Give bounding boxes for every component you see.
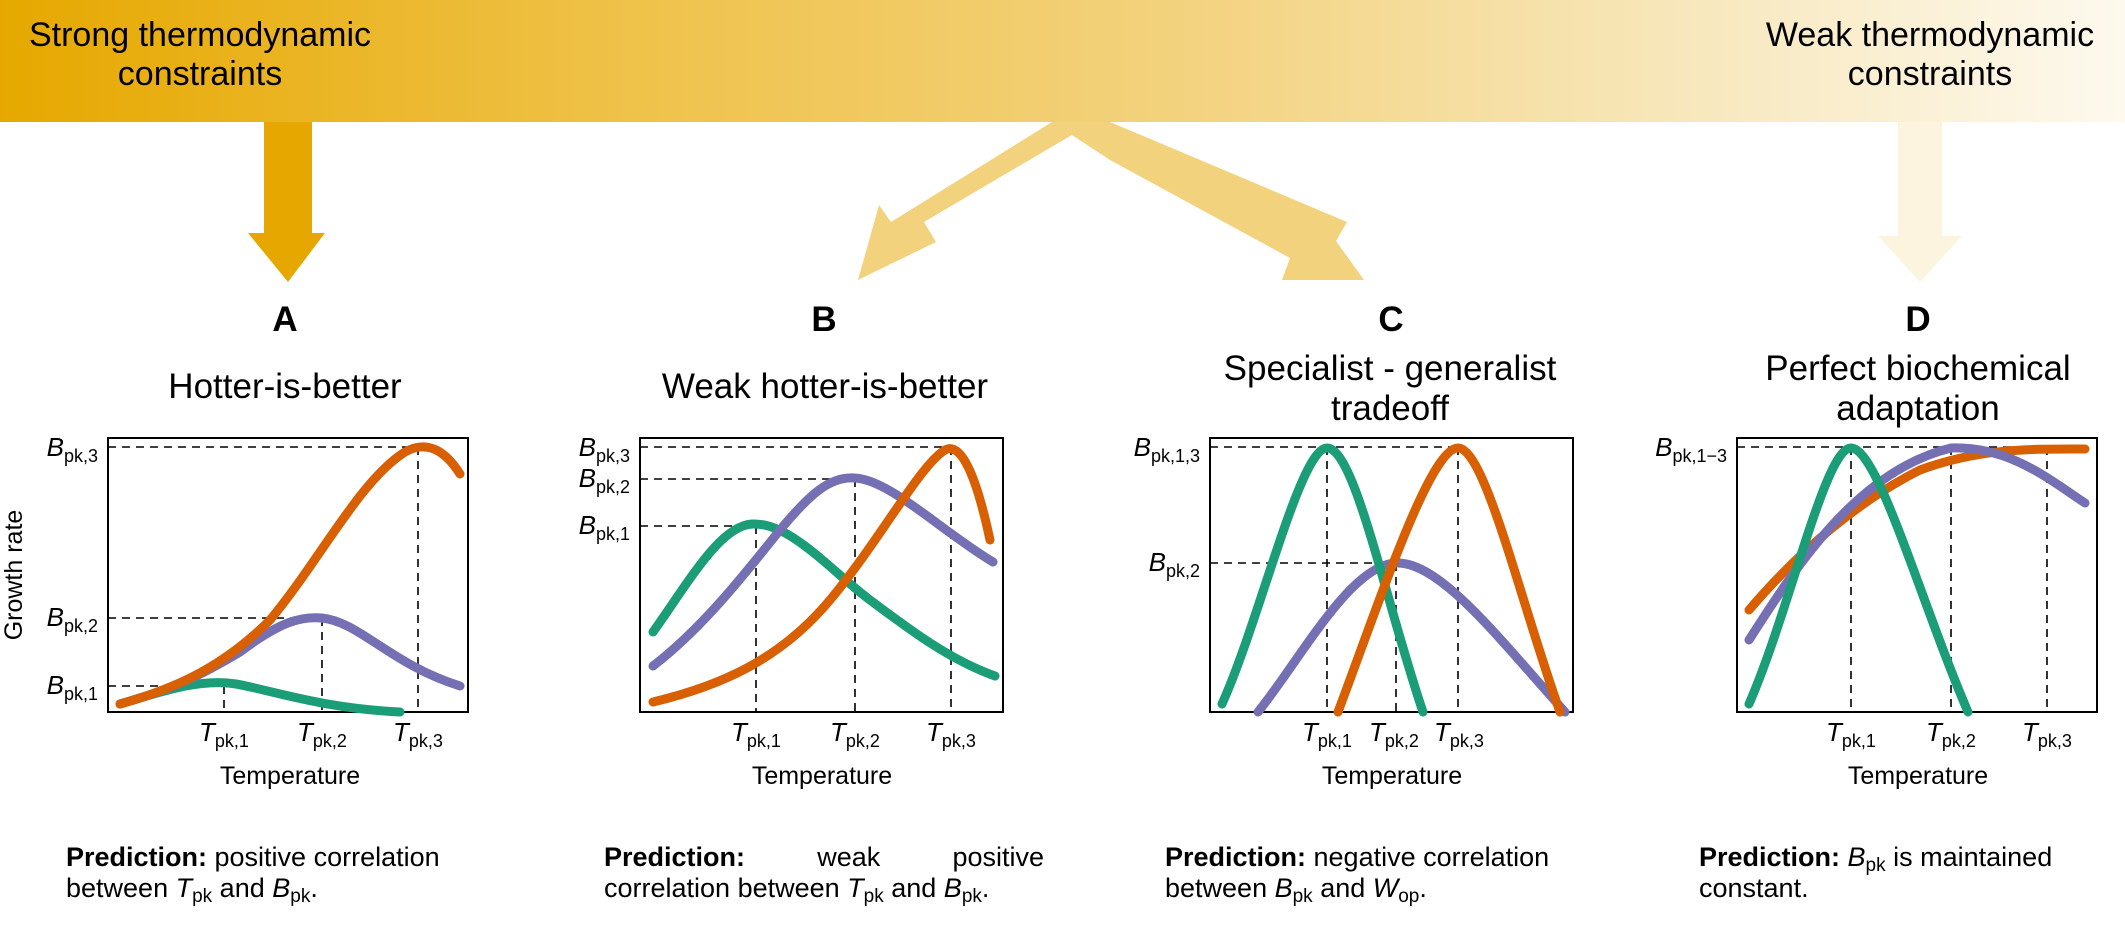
panel-b-xtick-1: Tpk,1 (731, 717, 781, 751)
panel-a-xtick-3: Tpk,3 (393, 717, 443, 751)
panel-d-xtick-1: Tpk,1 (1826, 717, 1876, 751)
panel-b-x-axis-label: Temperature (752, 762, 892, 790)
prediction-heading: Prediction: (604, 842, 746, 872)
panel-b-xtick-2: Tpk,2 (830, 717, 880, 751)
panel-b-ytick-1: Bpk,1 (579, 510, 630, 544)
thermodynamic-gradient-banner (0, 0, 2125, 122)
arrow-to-panel-d (1878, 122, 1962, 282)
panel-b-prediction: Prediction: weak positive correlation be… (604, 842, 1044, 907)
panel-c-xtick-2: Tpk,2 (1369, 717, 1419, 751)
panel-c-ytick-13: Bpk,1,3 (1134, 432, 1200, 466)
panel-a-letter: A (272, 300, 298, 339)
panel-d-title: Perfect biochemical adaptation (1765, 349, 2071, 428)
panel-d-x-axis-label: Temperature (1848, 762, 1988, 790)
panel-d-purple-curve (1744, 443, 2090, 645)
panel-d-letter: D (1905, 300, 1931, 339)
arrow-to-panel-c (1052, 122, 1364, 280)
panel-a-orange-curve (115, 442, 465, 709)
panel-b-plot-frame (639, 437, 1004, 713)
panel-a-title: Hotter-is-better (168, 367, 402, 406)
panel-b-orange-curve (648, 444, 995, 707)
panel-a-ytick-3: Bpk,3 (47, 432, 98, 466)
panel-b-letter: B (811, 300, 837, 339)
panel-d-ytick: Bpk,1−3 (1655, 432, 1727, 466)
panel-d-guides (1737, 446, 2048, 712)
panel-c-ytick-2: Bpk,2 (1149, 547, 1200, 581)
panel-c-plot-frame (1209, 437, 1574, 713)
weak-constraints-label: Weak thermodynamic constraints (1765, 16, 2095, 93)
panel-d-prediction: Prediction: Bpk is maintained constant. (1699, 842, 2053, 903)
prediction-heading: Prediction: (1165, 842, 1307, 872)
panel-d-green-curve (1744, 443, 1973, 717)
panel-c-title: Specialist - generalist tradeoff (1223, 349, 1557, 428)
panel-d-xtick-3: Tpk,3 (2022, 717, 2072, 751)
panel-a-xtick-1: Tpk,1 (199, 717, 249, 751)
panel-d-xtick-2: Tpk,2 (1926, 717, 1976, 751)
panel-b-ytick-3: Bpk,3 (579, 432, 630, 466)
panel-c-guides (1210, 446, 1459, 712)
panel-b-green-curve (648, 519, 1000, 681)
panel-c-orange-curve (1333, 443, 1565, 717)
prediction-heading: Prediction: (1699, 842, 1841, 872)
panel-c-green-curve (1217, 443, 1428, 717)
panel-b-title: Weak hotter-is-better (661, 367, 989, 406)
panel-b-xtick-3: Tpk,3 (926, 717, 976, 751)
panel-c-xtick-1: Tpk,1 (1302, 717, 1352, 751)
y-axis-label: Growth rate (0, 510, 28, 641)
panel-b-purple-curve (648, 473, 998, 671)
panel-a-x-axis-label: Temperature (220, 762, 360, 790)
arrow-to-panel-a (248, 122, 325, 282)
arrow-to-panel-b (858, 122, 1094, 280)
panel-c-prediction: Prediction: negative correlation between… (1165, 842, 1550, 907)
panel-a-ytick-2: Bpk,2 (47, 602, 98, 636)
panel-c-letter: C (1378, 300, 1404, 339)
panel-b-ytick-2: Bpk,2 (579, 463, 630, 497)
panel-a-ytick-1: Bpk,1 (47, 670, 98, 704)
panel-d-plot-frame (1736, 437, 2098, 713)
panel-a-xtick-2: Tpk,2 (297, 717, 347, 751)
strong-constraints-label: Strong thermodynamic constraints (28, 16, 372, 93)
prediction-heading: Prediction: (66, 842, 208, 872)
panel-c-xtick-3: Tpk,3 (1434, 717, 1484, 751)
panel-c-x-axis-label: Temperature (1322, 762, 1462, 790)
panel-a-plot-frame (107, 437, 469, 713)
panel-a-prediction: Prediction: positive correlation between… (66, 842, 440, 907)
